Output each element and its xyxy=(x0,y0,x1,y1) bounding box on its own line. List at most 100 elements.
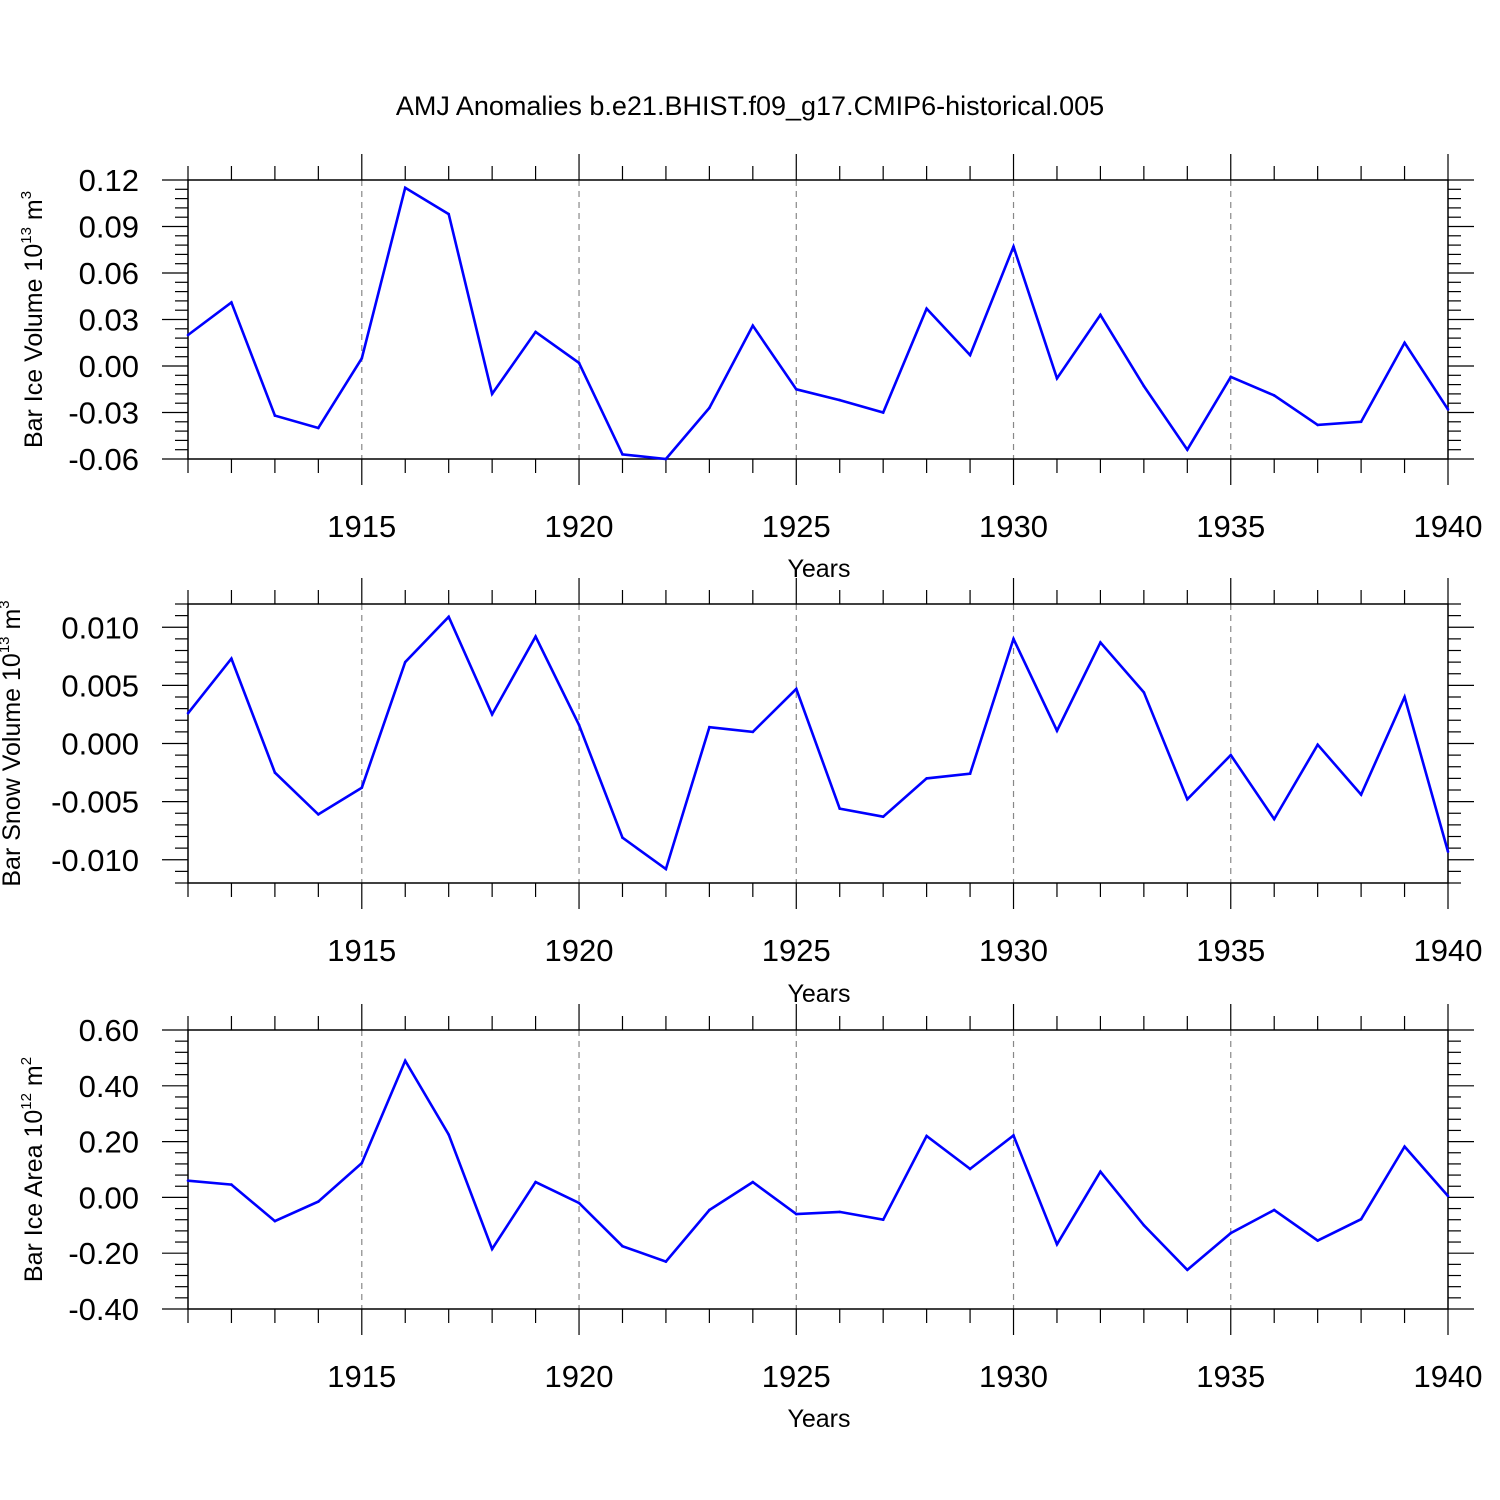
y-tick-labels: -0.40 -0.20 0.00 0.20 0.40 0.60 xyxy=(68,1013,139,1327)
data-point xyxy=(881,411,885,414)
y-tick-label: 0.12 xyxy=(79,163,139,198)
data-point xyxy=(1272,1208,1276,1212)
data-point xyxy=(751,730,755,734)
x-gridlines xyxy=(361,604,1232,883)
data-point xyxy=(403,186,407,190)
data-point xyxy=(925,1134,928,1138)
x-tick-labels: 1915 1920 1925 1930 1935 1940 xyxy=(327,1359,1482,1394)
data-point xyxy=(751,324,755,328)
data-point xyxy=(664,1260,668,1263)
data-point xyxy=(1055,377,1059,380)
data-point xyxy=(1142,384,1146,388)
data-point xyxy=(186,711,190,715)
x-axis-label: Years xyxy=(787,555,850,583)
series-points xyxy=(186,615,1450,871)
data-point xyxy=(1229,753,1233,757)
data-point xyxy=(230,1183,233,1186)
data-point xyxy=(794,1212,798,1216)
data-point xyxy=(1359,420,1363,424)
data-point xyxy=(273,771,277,774)
data-point xyxy=(1012,637,1015,641)
data-point xyxy=(925,307,928,310)
x-tick-label: 1935 xyxy=(1196,509,1265,544)
data-point xyxy=(664,457,668,461)
data-point xyxy=(1446,408,1450,411)
data-point xyxy=(577,723,581,727)
y-tick-label: 0.06 xyxy=(79,256,139,291)
y-tick-label: -0.06 xyxy=(68,442,139,477)
series-line-ice-area xyxy=(187,1057,1449,1272)
data-point xyxy=(1359,1217,1363,1221)
y-tick-label: -0.40 xyxy=(68,1292,139,1327)
data-point xyxy=(490,392,494,396)
y-tick-label: -0.03 xyxy=(68,396,139,431)
data-point xyxy=(577,1201,581,1205)
x-tick-label: 1915 xyxy=(327,509,396,544)
data-point xyxy=(1142,691,1146,694)
panel-ice-area: -0.40-0.200.000.200.400.60 1915 1920 1925 1… xyxy=(18,1004,1482,1433)
x-axis-label: Years xyxy=(787,1405,850,1433)
x-gridlines xyxy=(361,1030,1232,1309)
y-tick-label: 0.40 xyxy=(79,1069,139,1104)
x-tick-label: 1920 xyxy=(545,509,614,544)
y-axis-label: Bar Ice Area 1012 m2 xyxy=(18,1057,48,1282)
data-point xyxy=(1186,798,1189,801)
data-point xyxy=(838,807,842,810)
y-tick-labels: -0.06 -0.03 0.00 0.03 0.06 0.09 0.12 xyxy=(68,163,139,477)
x-tick-label: 1930 xyxy=(979,1359,1048,1394)
data-point xyxy=(317,426,320,430)
panel-ice-volume: -0.06-0.030.000.030.060.090.12 1915 1920 1… xyxy=(18,154,1482,583)
plot-frame xyxy=(187,1029,1449,1310)
data-point xyxy=(838,1210,842,1214)
data-point xyxy=(360,1161,364,1165)
y-tick-labels: -0.010 -0.005 0.000 0.005 0.010 xyxy=(51,610,139,878)
data-point xyxy=(186,1179,190,1182)
x-tick-label: 1920 xyxy=(545,1359,614,1394)
data-point xyxy=(968,1167,972,1171)
data-point xyxy=(230,301,233,304)
x-tick-label: 1940 xyxy=(1414,1359,1483,1394)
data-point xyxy=(1403,341,1406,345)
data-point xyxy=(881,815,885,819)
data-point xyxy=(708,1208,711,1212)
data-point xyxy=(708,406,711,410)
axis-ticks xyxy=(162,1004,1474,1335)
data-point xyxy=(1316,743,1319,746)
figure-title: AMJ Anomalies b.e21.BHIST.f09_g17.CMIP6-… xyxy=(396,91,1104,121)
data-point xyxy=(447,615,450,619)
data-point xyxy=(1403,695,1406,699)
data-point xyxy=(1229,375,1233,379)
y-tick-label: 0.010 xyxy=(61,610,139,645)
data-point xyxy=(534,1180,537,1184)
y-tick-label: 0.000 xyxy=(61,727,139,762)
y-tick-label: 0.20 xyxy=(79,1125,139,1160)
y-tick-label: -0.20 xyxy=(68,1236,139,1271)
data-point xyxy=(1055,1242,1059,1246)
x-tick-label: 1925 xyxy=(762,1359,831,1394)
data-point xyxy=(1099,313,1102,317)
data-point xyxy=(708,725,711,729)
data-point xyxy=(621,1244,624,1248)
data-point xyxy=(1316,423,1319,427)
axis-ticks xyxy=(162,578,1474,909)
data-point xyxy=(360,356,364,360)
x-tick-label: 1915 xyxy=(327,1359,396,1394)
y-axis-label: Bar Snow Volume 1013 m3 xyxy=(0,600,26,886)
data-point xyxy=(838,398,842,402)
axis-ticks xyxy=(162,154,1474,485)
y-tick-label: -0.005 xyxy=(51,785,139,820)
y-tick-label: 0.09 xyxy=(79,210,139,245)
data-point xyxy=(317,813,320,816)
series-points xyxy=(186,186,1450,461)
x-tick-labels: 1915 1920 1925 1930 1935 1940 xyxy=(327,933,1482,968)
y-tick-label: 0.005 xyxy=(61,668,139,703)
data-point xyxy=(490,1247,494,1251)
x-tick-label: 1940 xyxy=(1414,933,1483,968)
data-point xyxy=(968,353,972,357)
y-tick-label: -0.010 xyxy=(51,843,139,878)
x-tick-label: 1935 xyxy=(1196,933,1265,968)
x-tick-label: 1920 xyxy=(545,933,614,968)
data-point xyxy=(1012,1134,1015,1137)
data-point xyxy=(447,1133,450,1136)
